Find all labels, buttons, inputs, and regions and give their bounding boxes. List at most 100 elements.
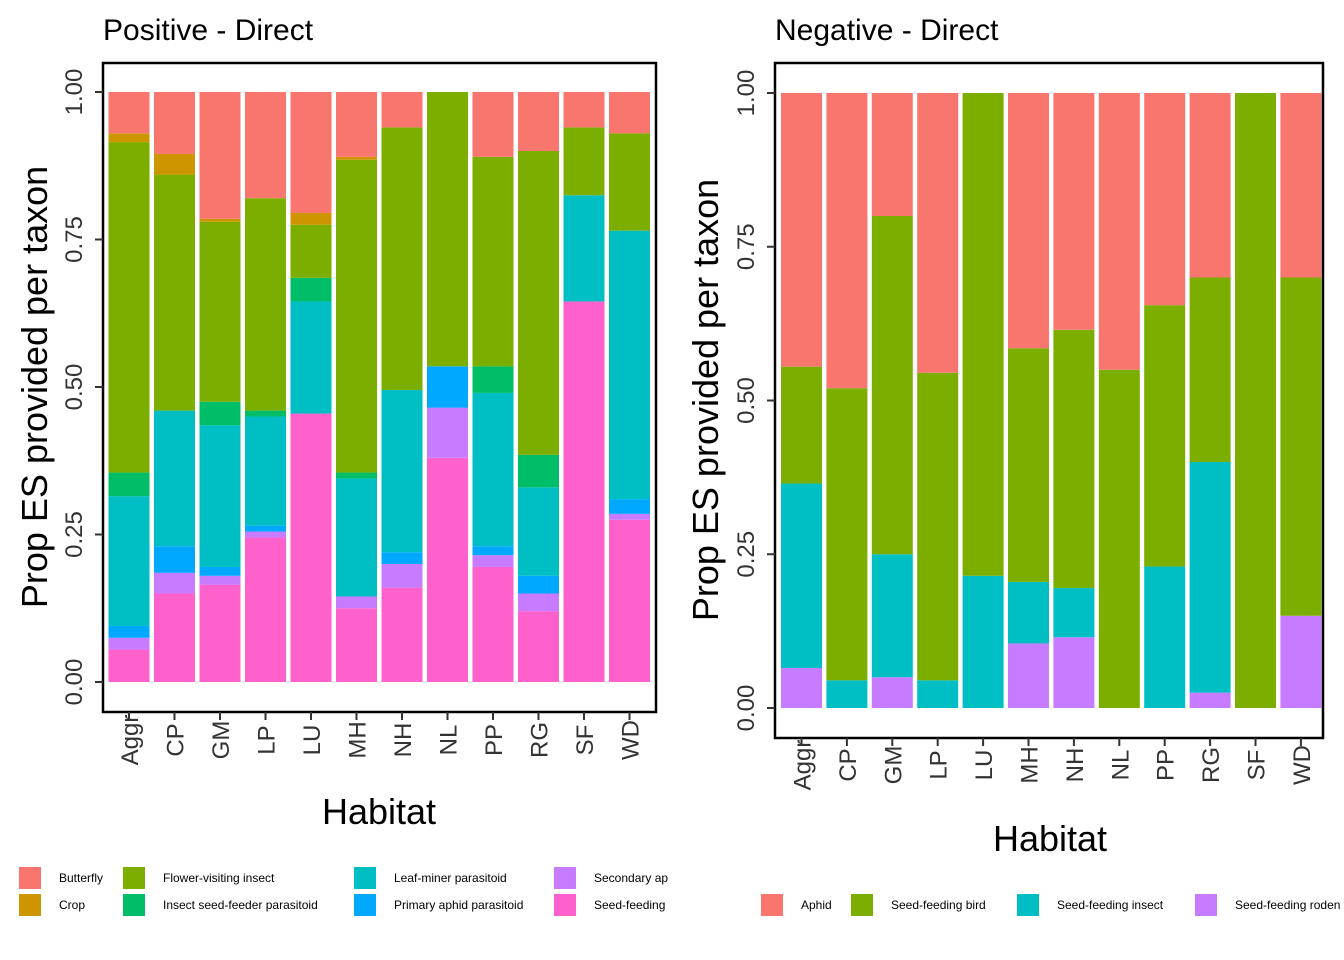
legend-swatch	[1195, 894, 1217, 916]
legend-item: Flower-visiting insect	[123, 867, 275, 889]
bar-segment	[290, 301, 332, 414]
x-tick-label: WD	[618, 720, 645, 760]
y-tick-label: 0.75	[61, 216, 88, 263]
chart-title: Positive - Direct	[103, 14, 314, 47]
legend-swatch	[354, 894, 376, 916]
bar-segment	[336, 156, 377, 160]
bar-segment	[563, 127, 605, 196]
bars	[108, 92, 650, 682]
bar-segment	[871, 93, 913, 216]
y-tick-label: 1.00	[733, 70, 760, 117]
bar-segment	[290, 212, 332, 225]
bar-segment	[108, 133, 150, 143]
legend-item: Seed-feeding	[554, 894, 665, 916]
bar-segment	[108, 472, 150, 497]
bar-segment	[290, 92, 332, 213]
bar-segment	[826, 93, 868, 389]
chart-panel-positive-direct: 0.00 0.25 0.50 0.75 1.00 Aggr CP GM LP LU MH NH NL PP…	[14, 14, 668, 916]
bar-segment	[336, 159, 377, 473]
bar-segment	[472, 156, 514, 367]
bar-segment	[199, 566, 241, 576]
y-tick-label: 0.00	[733, 685, 760, 732]
y-tick-label: 1.00	[61, 69, 88, 116]
bar-segment	[381, 127, 423, 390]
legend-item: Seed-feeding roden	[1195, 894, 1340, 916]
x-axis-title: Habitat	[993, 818, 1107, 859]
bar-segment	[871, 216, 913, 555]
x-tick-label: GM	[208, 721, 235, 760]
bar-segment	[427, 407, 468, 458]
bar-segment	[108, 496, 150, 626]
bar-segment	[199, 425, 241, 567]
legend-label: Insect seed-feeder parasitoid	[163, 898, 318, 912]
bar-segment	[199, 401, 241, 426]
x-tick-label: RG	[527, 722, 554, 758]
bar-segment	[609, 499, 650, 514]
legend-swatch	[123, 894, 145, 916]
bar-segment	[199, 221, 241, 402]
bar-segment	[563, 195, 605, 302]
bar-segment	[290, 413, 332, 682]
bar-segment	[154, 92, 195, 154]
bar-segment	[108, 142, 150, 473]
bar-segment	[154, 546, 195, 573]
legend-swatch	[851, 894, 873, 916]
bar-segment	[609, 133, 650, 231]
y-tick-label: 0.50	[733, 377, 760, 424]
legend-swatch	[19, 867, 41, 889]
bar-segment	[1008, 348, 1049, 582]
bar-segment	[781, 93, 822, 367]
bar-segment	[1008, 643, 1049, 708]
legend-item: Primary aphid parasitoid	[354, 894, 523, 916]
legend-item: Seed-feeding insect	[1017, 894, 1164, 916]
legend-swatch	[1017, 894, 1039, 916]
y-axis-title: Prop ES provided per taxon	[14, 166, 55, 608]
bar-segment	[1144, 93, 1186, 306]
bar-segment	[245, 198, 286, 411]
x-tick-label: PP	[481, 724, 508, 756]
bar-segment	[518, 611, 559, 682]
bar-segment	[472, 392, 514, 547]
bar-segment	[472, 546, 514, 556]
x-tick-label: WD	[1289, 745, 1316, 785]
bar-segment	[1053, 329, 1095, 589]
bar-segment	[1280, 93, 1322, 278]
bar-segment	[871, 677, 913, 708]
legend-label: Seed-feeding bird	[891, 898, 986, 912]
bar-segment	[199, 575, 241, 585]
x-tick-label: Aggr	[117, 715, 144, 766]
bar-segment	[563, 92, 605, 128]
legend-swatch	[123, 867, 145, 889]
bar-segment	[154, 410, 195, 547]
legend-swatch	[761, 894, 783, 916]
legend-label: Primary aphid parasitoid	[394, 898, 523, 912]
bar-segment	[336, 596, 377, 609]
bar-segment	[518, 151, 559, 455]
bars	[781, 93, 1322, 708]
legend-label: Seed-feeding insect	[1057, 898, 1164, 912]
y-tick-label: 0.50	[61, 364, 88, 411]
bar-segment	[826, 388, 868, 681]
legend-item: Leaf-miner parasitoid	[354, 867, 507, 889]
legend-swatch	[554, 894, 576, 916]
bar-segment	[245, 92, 286, 199]
legend-label: Crop	[59, 898, 85, 912]
bar-segment	[609, 92, 650, 134]
bar-segment	[1008, 581, 1049, 644]
x-tick-label: RG	[1198, 747, 1225, 783]
x-tick-label: LU	[299, 725, 326, 756]
bar-segment	[154, 572, 195, 594]
x-tick-label: CP	[163, 723, 190, 756]
bar-segment	[1053, 637, 1095, 708]
bar-segment	[472, 366, 514, 393]
bar-segment	[1053, 588, 1095, 638]
bar-segment	[781, 483, 822, 669]
bar-segment	[1280, 277, 1322, 616]
bar-segment	[381, 587, 423, 682]
x-tick-label: NH	[1062, 748, 1089, 783]
bar-segment	[199, 218, 241, 222]
bar-segment	[245, 531, 286, 538]
bar-segment	[381, 564, 423, 588]
bar-segment	[1144, 305, 1186, 567]
bar-segment	[518, 487, 559, 576]
